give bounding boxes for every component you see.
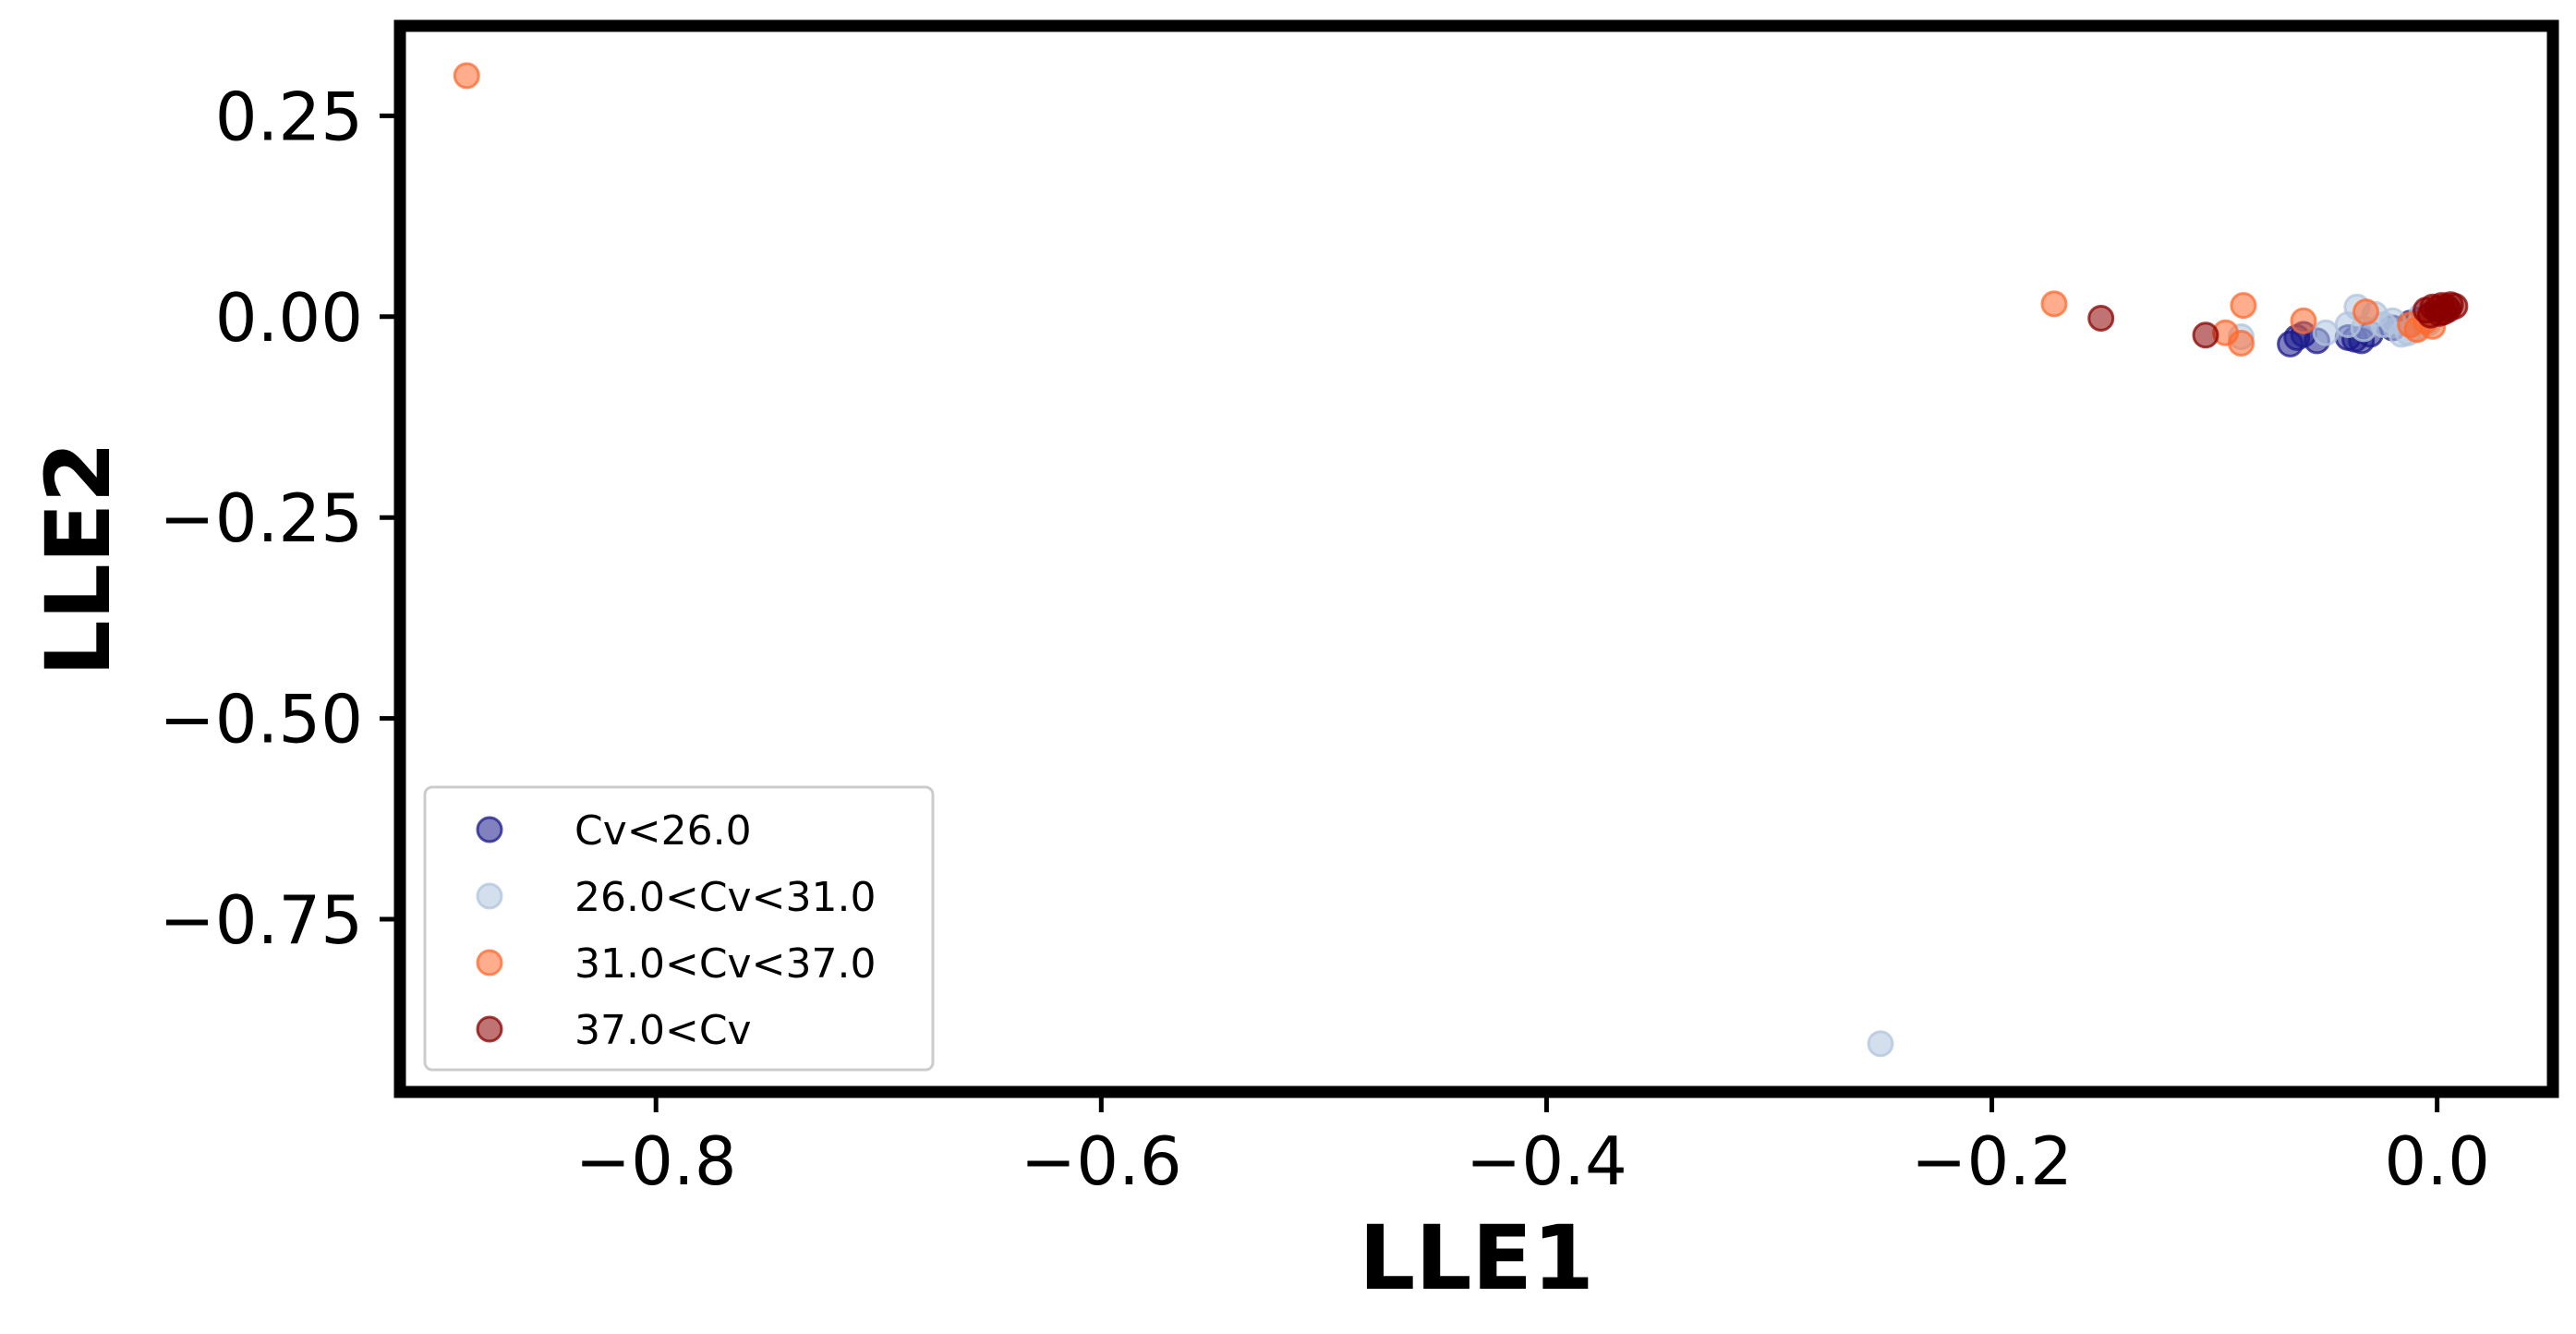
plot-frame [393,19,2559,1098]
x-tick-label: −0.6 [1021,1122,1182,1200]
x-tick-label: −0.8 [575,1122,737,1200]
y-tick-label: 0.00 [215,279,363,357]
data-point-series-2 [453,62,480,90]
legend: Cv<26.0 26.0<Cv<31.0 31.0<Cv<37.0 37.0<C… [423,785,935,1072]
legend-entry: Cv<26.0 [476,807,752,855]
data-point-series-2 [2230,292,2257,320]
legend-box [423,785,935,1072]
y-tick-label: −0.75 [159,881,363,959]
x-tick-label: 0.0 [2384,1122,2490,1200]
legend-marker [476,949,503,976]
data-point-series-2 [2290,307,2317,334]
legend-label: 37.0<Cv [574,1007,752,1054]
legend-entry: 31.0<Cv<37.0 [476,940,876,988]
points-layer [453,62,2469,1058]
data-point-series-1 [2312,319,2340,346]
x-tick-label: −0.4 [1466,1122,1627,1200]
legend-marker [476,816,503,843]
legend-entry: 26.0<Cv<31.0 [476,874,876,921]
y-tick-label: −0.25 [159,479,363,557]
legend-marker [476,882,503,910]
x-tick-label: −0.2 [1911,1122,2073,1200]
data-point-series-2 [2352,298,2379,326]
data-point-series-2 [2040,290,2068,318]
y-axis-title: LLE2 [27,442,130,677]
y-tick-label: −0.50 [159,681,363,758]
x-axis-title: LLE1 [1359,1207,1594,1310]
legend-marker [476,1015,503,1043]
y-tick-label: 0.25 [215,78,363,155]
data-point-series-3 [2435,296,2462,323]
ticks-layer: −0.8 −0.6 −0.4 −0.2 0.0 0.25 0.00 −0.25 −0.50 −0.… [159,78,2490,1200]
legend-label: Cv<26.0 [574,807,752,855]
legend-entry: 37.0<Cv [476,1007,752,1054]
legend-label: 31.0<Cv<37.0 [574,940,876,988]
data-point-series-3 [2087,305,2115,332]
data-point-series-3 [2192,321,2219,349]
legend-label: 26.0<Cv<31.0 [574,874,876,921]
data-point-series-1 [1867,1030,1894,1058]
data-point-series-2 [2228,330,2255,357]
